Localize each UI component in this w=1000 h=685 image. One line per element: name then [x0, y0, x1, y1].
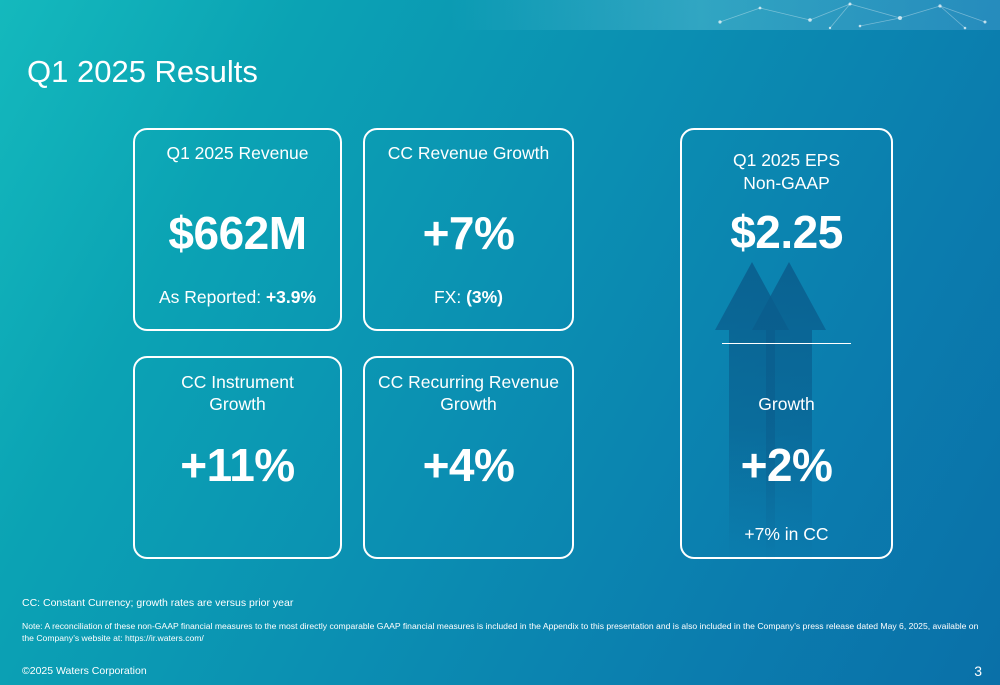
revenue-as-reported-value: +3.9%	[265, 287, 317, 307]
cc-instrument-label-line2: Growth	[209, 394, 266, 414]
copyright: ©2025 Waters Corporation	[22, 665, 147, 677]
network-decoration-icon	[718, 2, 987, 30]
reconciliation-footnote: Note: A reconciliation of these non-GAAP…	[22, 621, 979, 643]
page-title: Q1 2025 Results	[27, 54, 258, 89]
cc-recurring-growth-value: +4%	[422, 439, 515, 491]
cc-recurring-revenue-growth-card: CC Recurring Revenue Growth +4%	[363, 356, 574, 559]
cc-revenue-growth-value: +7%	[422, 207, 515, 259]
eps-growth-label: Growth	[758, 394, 815, 414]
cc-footnote: CC: Constant Currency; growth rates are …	[22, 597, 294, 609]
revenue-as-reported-label: As Reported:	[158, 287, 266, 307]
revenue-value: $662M	[168, 207, 307, 259]
eps-label-line2: Non-GAAP	[743, 173, 830, 193]
eps-label-line1: Q1 2025 EPS	[732, 150, 841, 170]
eps-divider	[722, 343, 851, 344]
up-arrows-icon	[715, 262, 826, 560]
cc-instrument-label-line1: CC Instrument	[181, 372, 294, 392]
eps-growth-cc: +7% in CC	[744, 524, 829, 544]
cc-recurring-label-line2: Growth	[440, 394, 497, 414]
eps-growth-value: +2%	[740, 439, 833, 491]
cc-instrument-growth-card: CC Instrument Growth +11%	[133, 356, 342, 559]
page-number: 3	[974, 663, 982, 679]
cc-revenue-growth-label: CC Revenue Growth	[387, 143, 550, 163]
cc-revenue-growth-card: CC Revenue Growth +7% FX: (3%)	[363, 128, 574, 331]
eps-value: $2.25	[730, 206, 843, 258]
fx-impact-label: FX:	[433, 287, 467, 307]
eps-card: Q1 2025 EPS Non-GAAP $2.25 Growth +2% +7…	[680, 128, 893, 560]
cc-instrument-growth-value: +11%	[180, 439, 295, 491]
revenue-as-reported: As Reported: +3.9%	[135, 286, 340, 308]
cc-recurring-label-line1: CC Recurring Revenue	[378, 372, 559, 392]
fx-impact: FX: (3%)	[365, 286, 572, 308]
top-band	[0, 0, 1000, 30]
revenue-label: Q1 2025 Revenue	[166, 143, 309, 163]
revenue-card: Q1 2025 Revenue $662M As Reported: +3.9%	[133, 128, 342, 331]
fx-impact-value: (3%)	[466, 287, 504, 307]
